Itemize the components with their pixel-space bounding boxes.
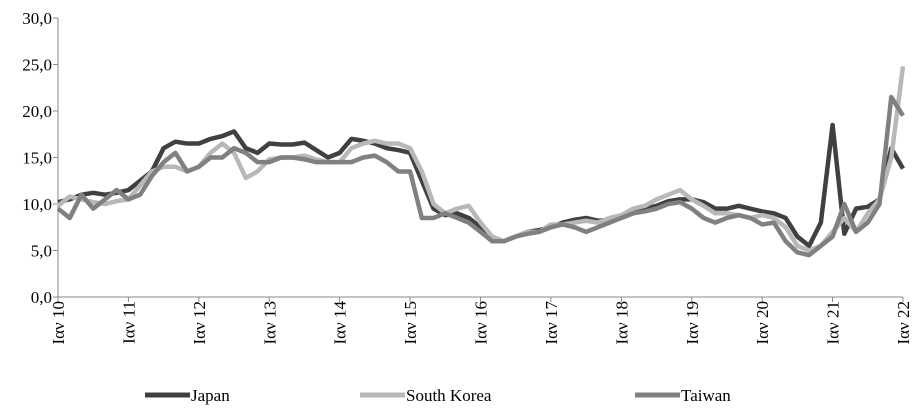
x-tick-label: Ιαν 13 (260, 301, 279, 345)
y-tick-label: 10,0 (22, 195, 52, 214)
x-tick-label: Ιαν 15 (401, 301, 420, 345)
x-tick-label: Ιαν 19 (683, 301, 702, 345)
y-tick-label: 5,0 (31, 242, 52, 261)
x-tick-label: Ιαν 16 (472, 301, 491, 345)
x-tick-label: Ιαν 20 (753, 301, 772, 345)
y-tick-label: 20,0 (22, 102, 52, 121)
y-tick-label: 25,0 (22, 56, 52, 75)
legend-label: South Korea (406, 386, 492, 405)
x-tick-label: Ιαν 10 (49, 301, 68, 345)
x-tick-label: Ιαν 18 (612, 301, 631, 345)
legend-label: Japan (191, 386, 230, 405)
legend-label: Taiwan (681, 386, 731, 405)
x-tick-label: Ιαν 17 (542, 301, 561, 345)
x-tick-label: Ιαν 12 (190, 301, 209, 345)
y-tick-label: 0,0 (31, 288, 52, 307)
x-tick-label: Ιαν 22 (894, 301, 913, 345)
line (57, 122, 905, 249)
line (56, 94, 905, 258)
x-tick-label: Ιαν 11 (119, 301, 138, 344)
x-tick-label: Ιαν 14 (331, 301, 350, 345)
y-tick-label: 15,0 (22, 149, 52, 168)
x-tick-label: Ιαν 21 (824, 301, 843, 345)
y-tick-label: 30,0 (22, 9, 52, 28)
